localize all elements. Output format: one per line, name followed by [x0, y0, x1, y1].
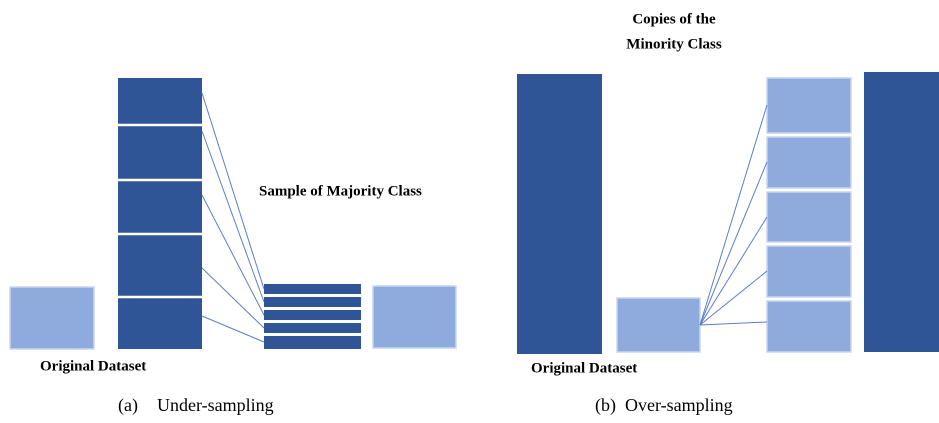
copies-label: Copies of the [632, 11, 716, 27]
connector [699, 104, 768, 326]
connector [201, 267, 265, 329]
connector [201, 92, 265, 290]
copy-box [766, 300, 852, 353]
connector [201, 130, 265, 303]
connector [699, 161, 768, 326]
sample-strip [264, 284, 361, 294]
connector [201, 315, 265, 343]
copy-box [766, 191, 852, 243]
connector [699, 321, 768, 326]
connector [699, 270, 768, 326]
original-label: Original Dataset [40, 358, 146, 374]
minority-box [372, 285, 457, 349]
original-label: Original Dataset [531, 360, 637, 376]
majority-box [864, 72, 939, 352]
connector [201, 194, 265, 316]
caption-tag: (a) [118, 395, 138, 416]
minority-box [616, 297, 701, 353]
majority-stack [118, 78, 202, 349]
copy-box [766, 245, 852, 298]
panel-under-sampling: Sample of Majority Class Original Datase… [9, 78, 457, 416]
sample-strip [264, 323, 361, 333]
sample-strip [264, 297, 361, 307]
caption-text: Under-sampling [157, 395, 274, 415]
caption-text: Over-sampling [625, 395, 733, 415]
sample-strip [264, 310, 361, 320]
sample-label: Sample of Majority Class [259, 183, 422, 199]
minority-box [9, 286, 95, 350]
panel-over-sampling: Copies of the Minority Class Original Da… [517, 11, 939, 416]
caption-tag: (b) [595, 395, 616, 416]
copy-box [766, 77, 852, 134]
copy-box [766, 136, 852, 189]
majority-box [517, 74, 602, 354]
copies-label: Minority Class [626, 36, 722, 52]
sample-strip [264, 336, 361, 349]
connector [699, 216, 768, 326]
